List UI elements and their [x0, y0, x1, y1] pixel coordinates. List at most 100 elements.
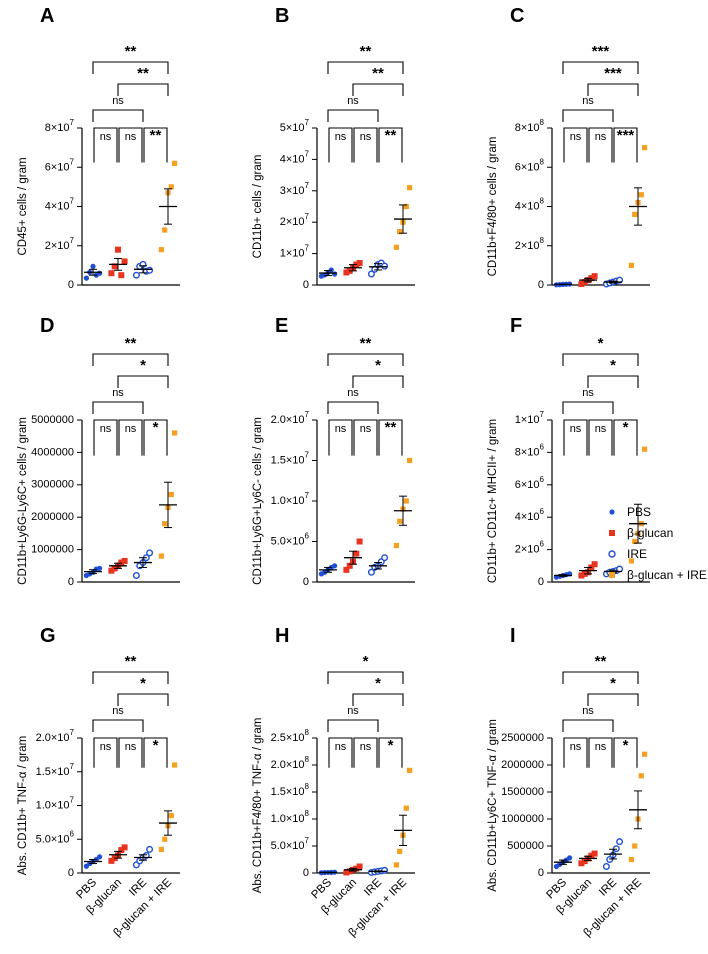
data-point-ire	[367, 270, 375, 278]
data-point-combo	[642, 446, 648, 452]
y-tick-label: 6×106	[515, 475, 545, 491]
data-point-bglucan	[343, 869, 350, 876]
significance-label: ns	[582, 387, 594, 399]
tick-label-exponent: 6	[540, 507, 545, 516]
data-point-combo	[168, 491, 174, 498]
significance-bracket	[562, 109, 614, 122]
data-point-combo	[632, 211, 638, 217]
data-point-ire	[367, 568, 375, 576]
data-point-combo	[407, 185, 413, 191]
data-point-bglucan	[356, 863, 363, 870]
significance-bracket	[327, 401, 379, 414]
data-point-bglucan	[343, 269, 350, 276]
legend-marker-square	[609, 530, 615, 536]
significance-bracket	[563, 127, 588, 163]
data-point-bglucan	[588, 852, 595, 859]
data-point-bglucan	[581, 858, 588, 865]
y-tick-label: 1500000	[501, 786, 544, 798]
data-point-combo	[172, 762, 178, 768]
data-point-bglucan	[343, 566, 350, 573]
y-axis-label: Abs. CD11b+F4/80+ TNF-α / gram	[252, 718, 264, 894]
data-point-ire	[616, 838, 624, 846]
significance-bracket	[378, 419, 403, 456]
tick-label-exponent: 7	[305, 181, 310, 190]
tick-label-base: 5×10	[280, 122, 305, 134]
tick-label-base: 6×10	[515, 161, 540, 173]
significance-label: ns	[595, 741, 607, 753]
tick-label-exponent: 6	[540, 540, 545, 549]
significance-label: **	[125, 653, 137, 670]
significance-bracket	[327, 719, 379, 732]
significance-bracket	[327, 671, 404, 684]
y-tick-label: 1.5×107	[271, 451, 310, 467]
y-tick-label: 0	[538, 867, 544, 879]
data-point-combo	[397, 229, 403, 235]
data-point-combo	[403, 203, 409, 210]
significance-label: *	[140, 675, 146, 692]
significance-label: **	[150, 127, 162, 144]
legend-marker-dot	[609, 509, 615, 515]
y-tick-label: 5000000	[31, 414, 74, 426]
tick-label-base: 4×10	[45, 200, 70, 212]
significance-bracket	[92, 671, 169, 684]
tick-label-base: 8×10	[515, 122, 540, 134]
significance-label: ns	[100, 131, 112, 143]
tick-label-exponent: 8	[540, 236, 545, 245]
panel-letter: D	[40, 315, 54, 337]
significance-label: **	[125, 335, 137, 352]
tick-label-exponent: 8	[540, 197, 545, 206]
tick-label-base: 2×10	[515, 240, 540, 252]
y-tick-label: 0	[303, 279, 309, 291]
data-point-combo	[172, 430, 178, 436]
tick-label-base: 1×10	[515, 414, 540, 426]
data-point-combo	[642, 145, 648, 151]
significance-label: ns	[112, 705, 124, 717]
significance-bracket	[562, 61, 639, 74]
significance-label: *	[388, 737, 394, 754]
y-tick-label: 4000000	[31, 446, 74, 458]
significance-bracket	[352, 375, 404, 388]
y-axis-label: CD11b+Ly6G+Ly6C- cells / gram	[252, 417, 264, 585]
data-point-combo	[628, 856, 634, 863]
significance-bracket	[353, 737, 378, 768]
data-point-pbs	[567, 855, 573, 861]
significance-bracket	[92, 61, 169, 74]
tick-label-base: 1.0×10	[271, 813, 305, 825]
significance-label: ns	[582, 95, 594, 107]
significance-bracket	[327, 353, 404, 366]
data-point-combo	[393, 862, 399, 868]
significance-bracket	[92, 401, 144, 414]
significance-bracket	[562, 719, 614, 732]
significance-bracket	[588, 737, 613, 768]
data-point-combo	[407, 767, 413, 773]
panel-d: D CD11b+Ly6G-Ly6C+ cells / gram 0 1000000 20…	[17, 315, 180, 588]
significance-bracket	[327, 61, 404, 74]
y-tick-label: 2000000	[31, 511, 74, 523]
significance-bracket	[562, 353, 639, 366]
significance-label: ns	[360, 131, 372, 143]
legend-label: β-glucan + IRE	[627, 568, 707, 582]
y-tick-label: 8×108	[515, 118, 545, 134]
y-tick-label: 3×107	[280, 181, 310, 197]
significance-label: *	[598, 335, 604, 352]
data-point-ire	[132, 271, 140, 279]
y-tick-label: 2500000	[501, 732, 544, 744]
y-tick-label: 0	[303, 576, 309, 588]
data-point-combo	[638, 192, 644, 198]
tick-label-base: 1.5×10	[271, 454, 305, 466]
y-tick-label: 2.0×107	[36, 728, 75, 744]
significance-bracket	[613, 419, 638, 456]
significance-label: ns	[125, 423, 137, 435]
significance-bracket	[352, 693, 404, 706]
data-point-combo	[162, 836, 168, 842]
significance-bracket	[353, 127, 378, 163]
tick-label-exponent: 6	[540, 475, 545, 484]
tick-label-exponent: 7	[305, 150, 310, 159]
y-axis-label: CD45+ cells / gram	[17, 157, 29, 255]
tick-label-base: 8×10	[45, 122, 70, 134]
significance-label: ns	[335, 131, 347, 143]
data-point-combo	[397, 518, 403, 524]
y-tick-label: 5×107	[280, 118, 310, 134]
